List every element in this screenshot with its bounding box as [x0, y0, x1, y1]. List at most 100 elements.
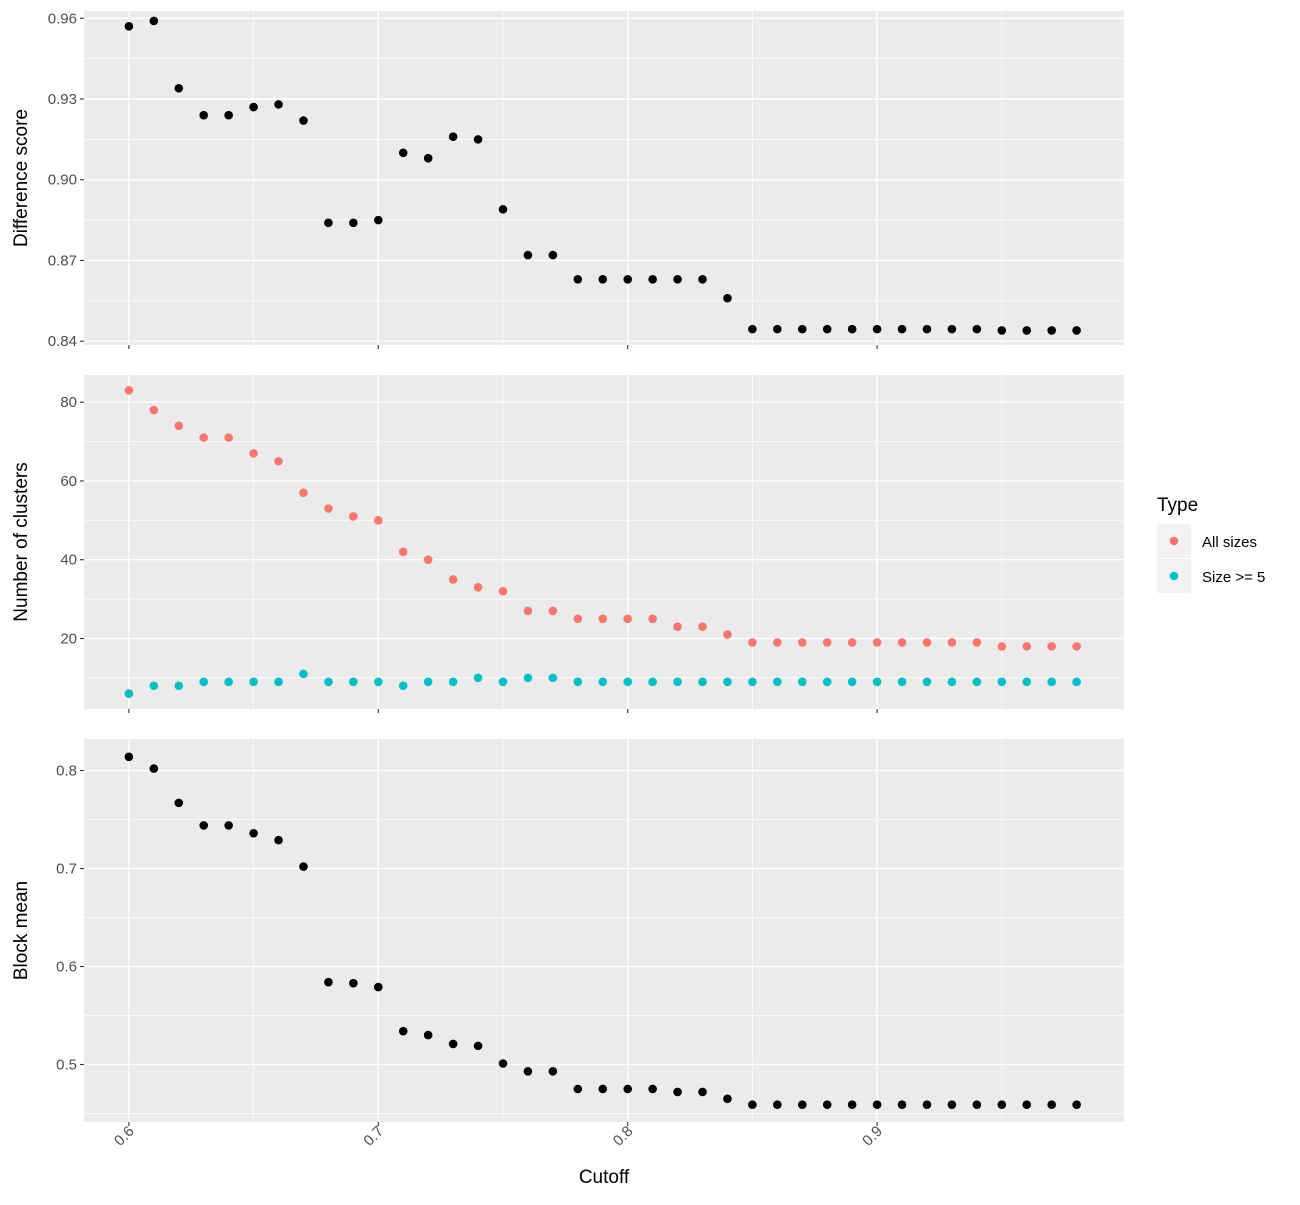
data-point — [972, 1100, 982, 1109]
data-point — [972, 638, 982, 647]
data-point — [698, 275, 707, 284]
y-tick-label: 0.96 — [48, 10, 77, 27]
data-point — [124, 386, 134, 395]
data-point — [423, 153, 433, 163]
data-point — [373, 215, 383, 225]
data-point — [324, 218, 333, 228]
data-point — [423, 1030, 433, 1040]
data-point — [174, 798, 184, 808]
data-point — [1072, 642, 1081, 651]
data-point — [423, 677, 433, 687]
data-point — [648, 1084, 657, 1094]
data-point — [673, 622, 682, 631]
data-point — [349, 978, 358, 988]
data-point — [797, 638, 807, 647]
data-point — [897, 677, 907, 687]
data-point — [797, 677, 807, 687]
data-point — [1047, 677, 1056, 687]
data-point — [723, 677, 732, 687]
y-tick-label: 0.6 — [56, 959, 77, 976]
data-point — [398, 148, 408, 158]
data-point — [947, 638, 957, 647]
data-point — [997, 642, 1007, 651]
data-point — [174, 83, 184, 93]
y-axis-title: Number of clusters — [11, 462, 32, 621]
panel-background — [84, 739, 1124, 1122]
data-point — [648, 275, 657, 284]
data-point — [573, 677, 583, 687]
y-tick-label: 20 — [60, 630, 77, 647]
data-point — [598, 1084, 608, 1094]
data-point — [523, 673, 533, 683]
data-point — [124, 22, 134, 31]
data-point — [922, 324, 932, 334]
data-point — [1047, 326, 1056, 335]
data-point — [847, 324, 857, 334]
data-point — [872, 324, 882, 334]
y-tick-label: 0.84 — [48, 333, 77, 350]
data-point — [448, 677, 458, 687]
data-point — [398, 1026, 408, 1036]
data-point — [548, 1067, 558, 1076]
data-point — [1072, 677, 1081, 687]
data-point — [149, 405, 159, 415]
data-point — [448, 1039, 458, 1049]
data-point — [523, 1067, 533, 1076]
data-point — [573, 275, 583, 284]
data-point — [773, 677, 782, 687]
x-tick-label: 0.6 — [111, 1123, 138, 1150]
data-point — [648, 614, 657, 624]
data-point — [797, 324, 807, 334]
data-point — [423, 555, 433, 565]
data-point — [1022, 642, 1032, 651]
y-axis-title: Difference score — [11, 109, 32, 247]
data-point — [723, 630, 732, 639]
data-point — [249, 102, 258, 112]
data-point — [224, 433, 233, 442]
data-point — [1047, 1100, 1056, 1109]
y-tick-label: 0.87 — [48, 252, 77, 269]
panel-background — [84, 11, 1124, 345]
data-point — [673, 1087, 682, 1097]
data-point — [773, 1100, 782, 1109]
data-point — [822, 638, 832, 647]
legend-key-point — [1169, 536, 1179, 546]
data-point — [498, 1059, 508, 1068]
data-point — [698, 677, 707, 687]
y-tick-label: 0.5 — [56, 1056, 77, 1073]
data-point — [872, 1100, 882, 1109]
data-point — [224, 110, 233, 120]
data-point — [548, 250, 558, 260]
y-tick-label: 40 — [60, 552, 77, 569]
x-axis-title: Cutoff — [579, 1167, 630, 1188]
data-point — [997, 1100, 1007, 1109]
data-point — [573, 614, 583, 624]
data-point — [847, 638, 857, 647]
data-point — [847, 1100, 857, 1109]
data-point — [997, 326, 1007, 335]
data-point — [349, 512, 358, 521]
data-point — [872, 677, 882, 687]
data-point — [199, 677, 209, 687]
data-point — [623, 614, 632, 624]
data-point — [748, 1100, 757, 1109]
data-point — [224, 821, 233, 830]
data-point — [723, 1094, 732, 1104]
panel-background — [84, 375, 1124, 709]
data-point — [199, 821, 209, 830]
data-point — [947, 1100, 957, 1109]
data-point — [498, 677, 508, 687]
y-tick-label: 0.8 — [56, 763, 77, 780]
data-point — [623, 275, 632, 284]
data-point — [773, 638, 782, 647]
data-point — [623, 1084, 632, 1094]
data-point — [149, 16, 159, 26]
x-tick-label: 0.7 — [360, 1123, 387, 1150]
legend-label: Size >= 5 — [1202, 569, 1265, 586]
data-point — [448, 575, 458, 584]
data-point — [149, 681, 159, 691]
data-point — [822, 324, 832, 334]
data-point — [822, 677, 832, 687]
data-point — [224, 677, 233, 687]
